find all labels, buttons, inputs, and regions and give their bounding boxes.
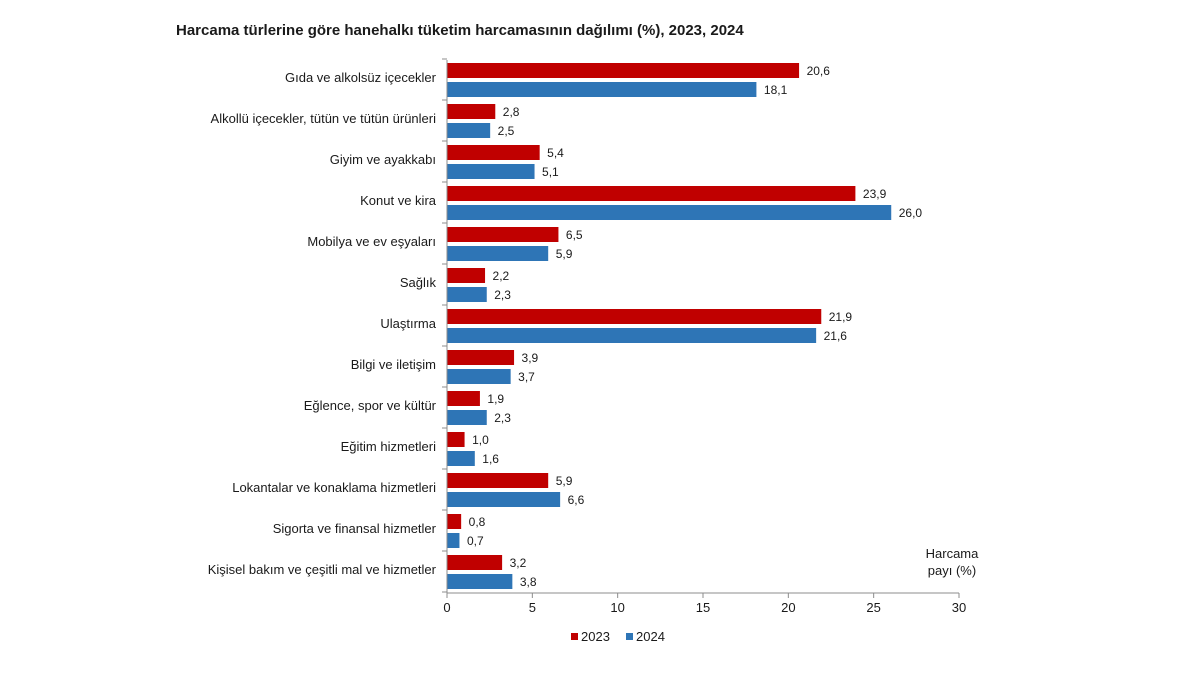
category-label: Gıda ve alkolsüz içecekler: [285, 70, 437, 85]
bar-2023: [447, 309, 822, 324]
value-label-2023: 1,0: [472, 433, 489, 447]
labels: Gıda ve alkolsüz içecekler 20,6 18,1 Alkoll…: [208, 64, 923, 589]
value-label-2023: 2,2: [493, 269, 510, 283]
bar-2024: [447, 410, 487, 425]
bar-2023: [447, 432, 465, 447]
value-label-2023: 5,4: [547, 146, 564, 160]
bar-2024: [447, 82, 757, 97]
value-label-2023: 5,9: [556, 474, 573, 488]
legend: 2023 2024: [571, 629, 665, 644]
x-axis-title-line1: Harcama: [926, 546, 980, 561]
value-label-2024: 5,1: [542, 165, 559, 179]
x-tick-label: 20: [781, 600, 795, 615]
category-label: Ulaştırma: [380, 316, 436, 331]
bar-2024: [447, 164, 535, 179]
bar-2023: [447, 268, 486, 283]
legend-label-2023: 2023: [581, 629, 610, 644]
bar-2023: [447, 227, 559, 242]
value-label-2024: 2,5: [498, 124, 515, 138]
category-label: Bilgi ve iletişim: [351, 357, 436, 372]
bar-2024: [447, 287, 487, 302]
value-label-2024: 6,6: [568, 493, 585, 507]
bar-2023: [447, 391, 480, 406]
legend-swatch-2023: [571, 633, 578, 640]
x-tick-label: 25: [866, 600, 880, 615]
bar-2023: [447, 104, 496, 119]
x-tick-label: 5: [529, 600, 536, 615]
value-label-2023: 0,8: [469, 515, 486, 529]
category-label: Eğitim hizmetleri: [341, 439, 436, 454]
value-label-2024: 26,0: [899, 206, 923, 220]
value-label-2024: 2,3: [494, 288, 511, 302]
x-axis-title-line2: payı (%): [928, 563, 976, 578]
bar-2024: [447, 533, 460, 548]
category-label: Lokantalar ve konaklama hizmetleri: [232, 480, 436, 495]
bar-2024: [447, 123, 491, 138]
x-tick-label: 10: [610, 600, 624, 615]
value-label-2023: 1,9: [487, 392, 504, 406]
value-label-2023: 20,6: [807, 64, 831, 78]
bar-2023: [447, 145, 540, 160]
x-tick-label: 15: [696, 600, 710, 615]
value-label-2023: 21,9: [829, 310, 853, 324]
value-label-2024: 18,1: [764, 83, 788, 97]
value-label-2023: 3,9: [522, 351, 539, 365]
value-label-2023: 23,9: [863, 187, 887, 201]
value-label-2023: 6,5: [566, 228, 583, 242]
category-label: Giyim ve ayakkabı: [330, 152, 436, 167]
bar-2024: [447, 574, 513, 589]
category-label: Sigorta ve finansal hizmetler: [273, 521, 437, 536]
legend-swatch-2024: [626, 633, 633, 640]
bar-2023: [447, 63, 800, 78]
chart-title: Harcama türlerine göre hanehalkı tüketim…: [176, 22, 744, 39]
value-label-2024: 2,3: [494, 411, 511, 425]
category-label: Sağlık: [400, 275, 437, 290]
value-label-2023: 2,8: [503, 105, 520, 119]
value-label-2024: 3,7: [518, 370, 535, 384]
bar-2023: [447, 514, 462, 529]
bars: [447, 63, 892, 589]
bar-2024: [447, 328, 817, 343]
value-label-2023: 3,2: [510, 556, 527, 570]
category-label: Kişisel bakım ve çeşitli mal ve hizmetle…: [208, 562, 437, 577]
bar-2024: [447, 451, 475, 466]
value-label-2024: 21,6: [824, 329, 848, 343]
bar-2024: [447, 492, 561, 507]
category-label: Alkollü içecekler, tütün ve tütün ürünle…: [211, 111, 437, 126]
bar-2023: [447, 473, 549, 488]
value-label-2024: 0,7: [467, 534, 484, 548]
category-label: Eğlence, spor ve kültür: [304, 398, 437, 413]
legend-label-2024: 2024: [636, 629, 665, 644]
category-label: Konut ve kira: [360, 193, 437, 208]
x-tick-label: 0: [443, 600, 450, 615]
bar-2023: [447, 555, 503, 570]
bar-2023: [447, 186, 856, 201]
category-label: Mobilya ve ev eşyaları: [307, 234, 436, 249]
value-label-2024: 1,6: [482, 452, 499, 466]
value-label-2024: 3,8: [520, 575, 537, 589]
x-tick-label: 30: [952, 600, 966, 615]
value-label-2024: 5,9: [556, 247, 573, 261]
axes: 0 5 10 15 20 25 30: [442, 58, 966, 615]
bar-2024: [447, 205, 892, 220]
bar-2024: [447, 246, 549, 261]
bar-2023: [447, 350, 515, 365]
bar-2024: [447, 369, 511, 384]
